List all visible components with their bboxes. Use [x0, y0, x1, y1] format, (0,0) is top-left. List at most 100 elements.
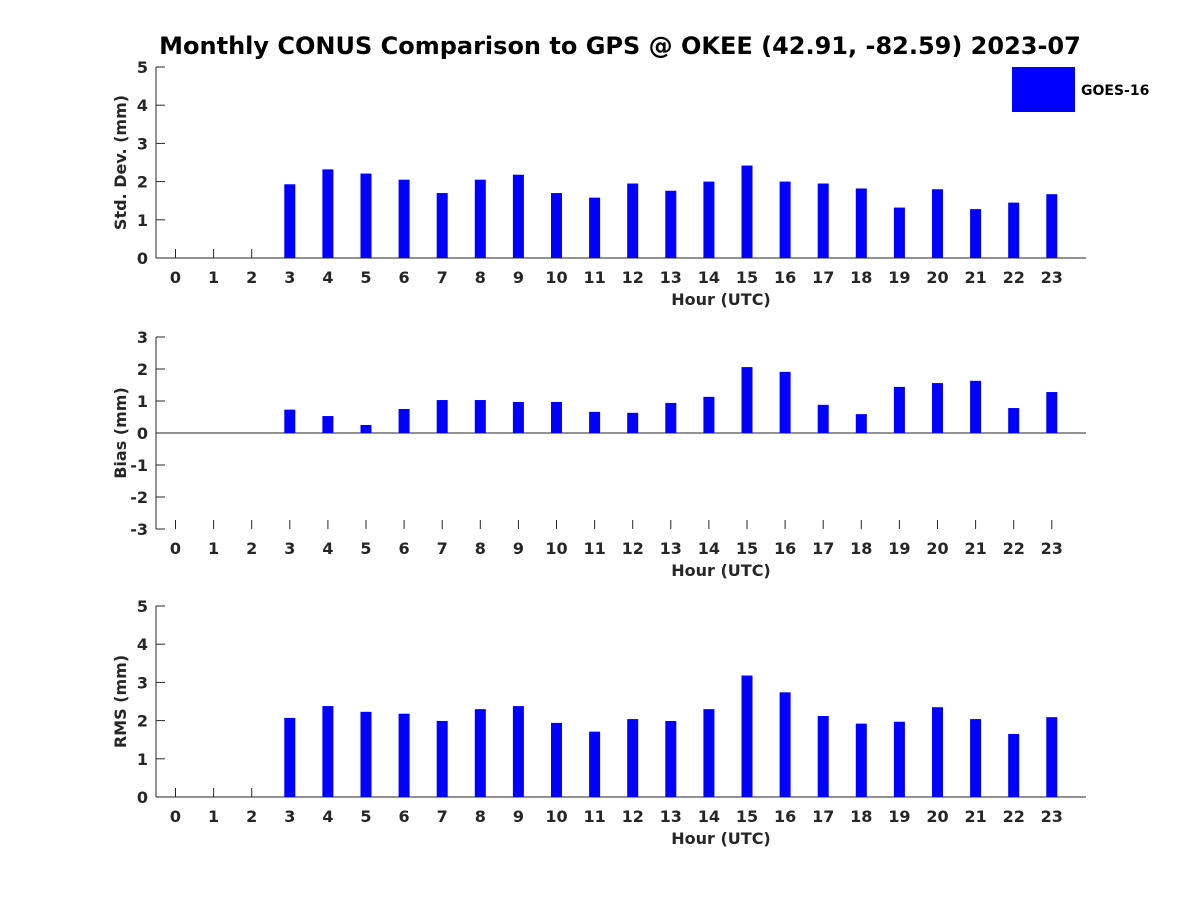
x-tick-label: 15	[736, 807, 758, 826]
x-tick-label: 22	[1003, 539, 1025, 558]
x-tick-label: 6	[399, 268, 410, 287]
bar	[970, 209, 982, 258]
x-axis-label: Hour (UTC)	[671, 829, 771, 848]
x-tick-label: 20	[926, 539, 948, 558]
x-tick-label: 3	[284, 539, 295, 558]
y-tick-label: 2	[137, 360, 148, 379]
bar	[589, 731, 601, 797]
x-tick-label: 12	[622, 539, 644, 558]
bar	[1046, 392, 1058, 433]
bar	[779, 692, 791, 797]
x-tick-label: 2	[246, 539, 257, 558]
y-tick-label: 0	[137, 788, 148, 807]
x-tick-label: 23	[1041, 807, 1063, 826]
bar	[665, 402, 677, 433]
x-tick-label: 10	[545, 268, 567, 287]
y-tick-label: 3	[137, 673, 148, 692]
x-tick-label: 1	[208, 539, 219, 558]
y-axis-label: RMS (mm)	[111, 655, 130, 748]
bar	[551, 193, 562, 258]
x-tick-label: 9	[513, 268, 524, 287]
x-tick-label: 8	[475, 807, 486, 826]
bar	[551, 722, 562, 797]
bar	[665, 720, 677, 797]
bar	[665, 190, 677, 258]
bar	[589, 197, 601, 258]
bar	[1008, 733, 1020, 797]
bar	[817, 404, 829, 433]
x-tick-label: 15	[736, 268, 758, 287]
y-tick-label: 0	[137, 424, 148, 443]
x-tick-label: 23	[1041, 539, 1063, 558]
x-tick-label: 11	[583, 807, 605, 826]
bar	[512, 401, 524, 433]
y-axis-label: Std. Dev. (mm)	[111, 95, 130, 230]
x-tick-label: 9	[513, 539, 524, 558]
x-axis-label: Hour (UTC)	[671, 561, 771, 580]
x-tick-label: 2	[246, 807, 257, 826]
bar	[360, 711, 372, 797]
bar	[932, 707, 943, 797]
bar	[741, 165, 753, 258]
x-tick-label: 6	[399, 807, 410, 826]
bar	[1046, 717, 1058, 797]
x-tick-label: 13	[660, 268, 682, 287]
y-tick-label: 4	[137, 635, 148, 654]
y-tick-label: 3	[137, 134, 148, 153]
bar	[627, 183, 639, 258]
x-tick-label: 3	[284, 807, 295, 826]
x-tick-label: 13	[660, 539, 682, 558]
bar	[436, 400, 448, 433]
y-tick-label: 3	[137, 328, 148, 347]
x-tick-label: 20	[926, 807, 948, 826]
x-tick-label: 1	[208, 807, 219, 826]
x-tick-label: 23	[1041, 268, 1063, 287]
x-tick-label: 5	[360, 807, 371, 826]
bar	[932, 189, 943, 258]
x-tick-label: 13	[660, 807, 682, 826]
bar	[741, 675, 753, 797]
y-axis-label: Bias (mm)	[111, 387, 130, 479]
x-tick-label: 21	[964, 268, 986, 287]
x-tick-label: 17	[812, 807, 834, 826]
x-tick-label: 21	[964, 807, 986, 826]
bar	[893, 721, 905, 797]
x-tick-label: 19	[888, 268, 910, 287]
legend-swatch	[1012, 67, 1075, 112]
x-tick-label: 7	[437, 807, 448, 826]
x-tick-label: 0	[170, 539, 181, 558]
y-tick-label: -1	[130, 456, 148, 475]
bar	[398, 409, 410, 433]
bar	[817, 183, 829, 258]
bar	[284, 717, 296, 797]
bar	[970, 380, 982, 433]
x-tick-label: 15	[736, 539, 758, 558]
bar	[1008, 202, 1020, 258]
y-tick-label: 1	[137, 750, 148, 769]
y-tick-label: 5	[137, 597, 148, 616]
bar	[855, 414, 867, 433]
bar	[779, 181, 791, 258]
legend: GOES-16	[1012, 67, 1149, 112]
y-tick-label: 2	[137, 173, 148, 192]
bar	[360, 425, 372, 433]
y-tick-label: -2	[130, 488, 148, 507]
x-tick-label: 16	[774, 807, 796, 826]
x-tick-label: 12	[622, 807, 644, 826]
y-tick-label: 5	[137, 58, 148, 77]
bar	[436, 193, 448, 258]
x-axis-label: Hour (UTC)	[671, 290, 771, 309]
x-tick-label: 21	[964, 539, 986, 558]
bar	[703, 396, 715, 433]
bar	[627, 719, 639, 797]
bar	[398, 179, 410, 258]
x-tick-label: 5	[360, 539, 371, 558]
x-tick-label: 19	[888, 807, 910, 826]
bar	[1046, 194, 1058, 258]
x-tick-label: 18	[850, 268, 872, 287]
x-tick-label: 18	[850, 807, 872, 826]
x-tick-label: 22	[1003, 807, 1025, 826]
